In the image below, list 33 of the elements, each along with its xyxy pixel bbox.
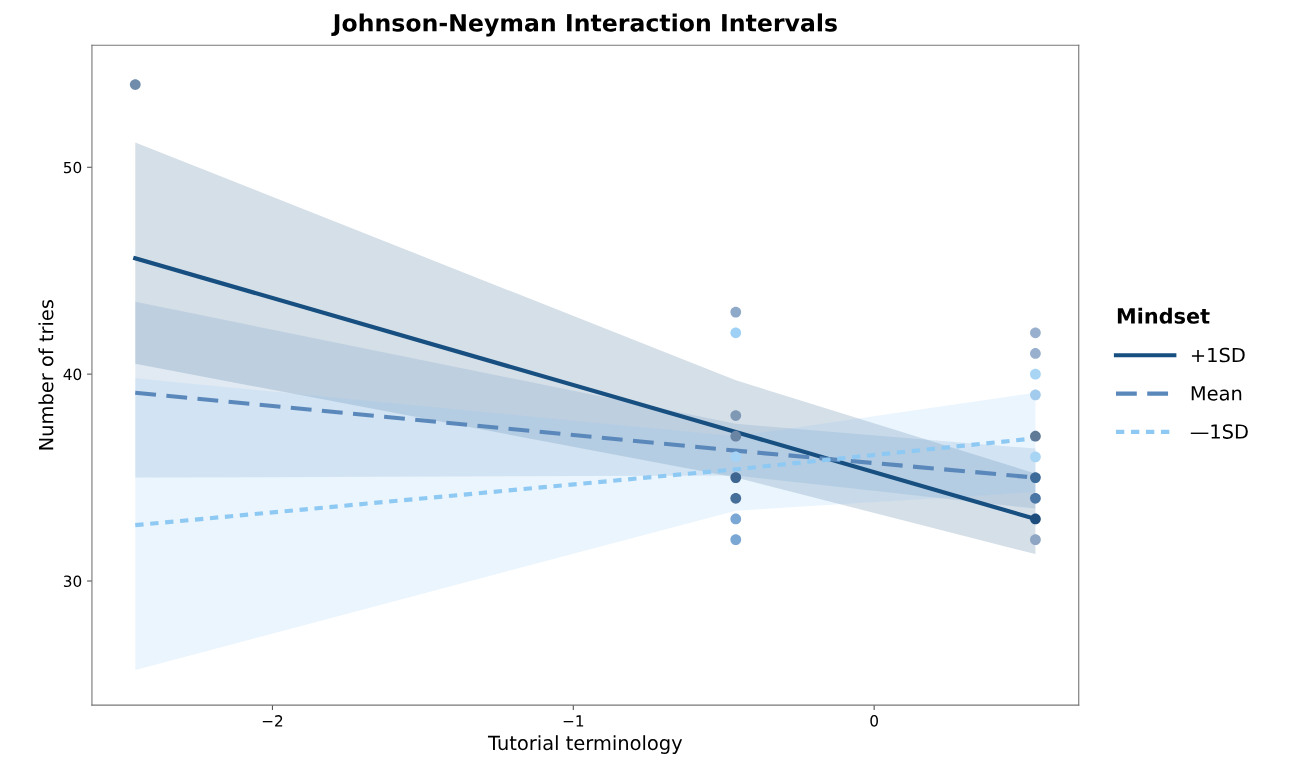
- point: [1030, 492, 1041, 504]
- x-tick-label: 0: [870, 715, 878, 727]
- x-tick-label: −1: [563, 715, 584, 727]
- point: [730, 410, 742, 421]
- point: [1030, 513, 1041, 525]
- y-tick-label: 50: [63, 161, 82, 174]
- x-tick-label: −2: [262, 715, 283, 727]
- y-tick-label: 40: [63, 368, 82, 381]
- point: [129, 79, 141, 90]
- point: [1030, 534, 1041, 546]
- y-tick-label: 30: [63, 575, 82, 588]
- point: [1030, 327, 1041, 339]
- point: [1030, 472, 1041, 483]
- x-axis-title: Tutorial terminology: [487, 735, 683, 754]
- point: [1030, 389, 1041, 401]
- point: [1030, 451, 1041, 463]
- point: [730, 513, 742, 525]
- legend-label: —1SD: [1190, 424, 1248, 439]
- legend-label: +1SD: [1191, 347, 1245, 363]
- point: [730, 430, 742, 442]
- legend-title: Mindset: [1117, 307, 1210, 324]
- point: [1030, 348, 1041, 359]
- point: [1030, 368, 1041, 380]
- point: [730, 492, 742, 504]
- point: [1030, 430, 1041, 442]
- y-axis-title: Number of tries: [38, 299, 54, 450]
- point: [730, 306, 742, 318]
- chart-title: Johnson-Neyman Interaction Intervals: [331, 13, 837, 37]
- point: [730, 451, 742, 463]
- legend-label: Mean: [1191, 386, 1242, 401]
- point: [730, 534, 742, 546]
- point: [730, 472, 742, 483]
- point: [730, 327, 742, 339]
